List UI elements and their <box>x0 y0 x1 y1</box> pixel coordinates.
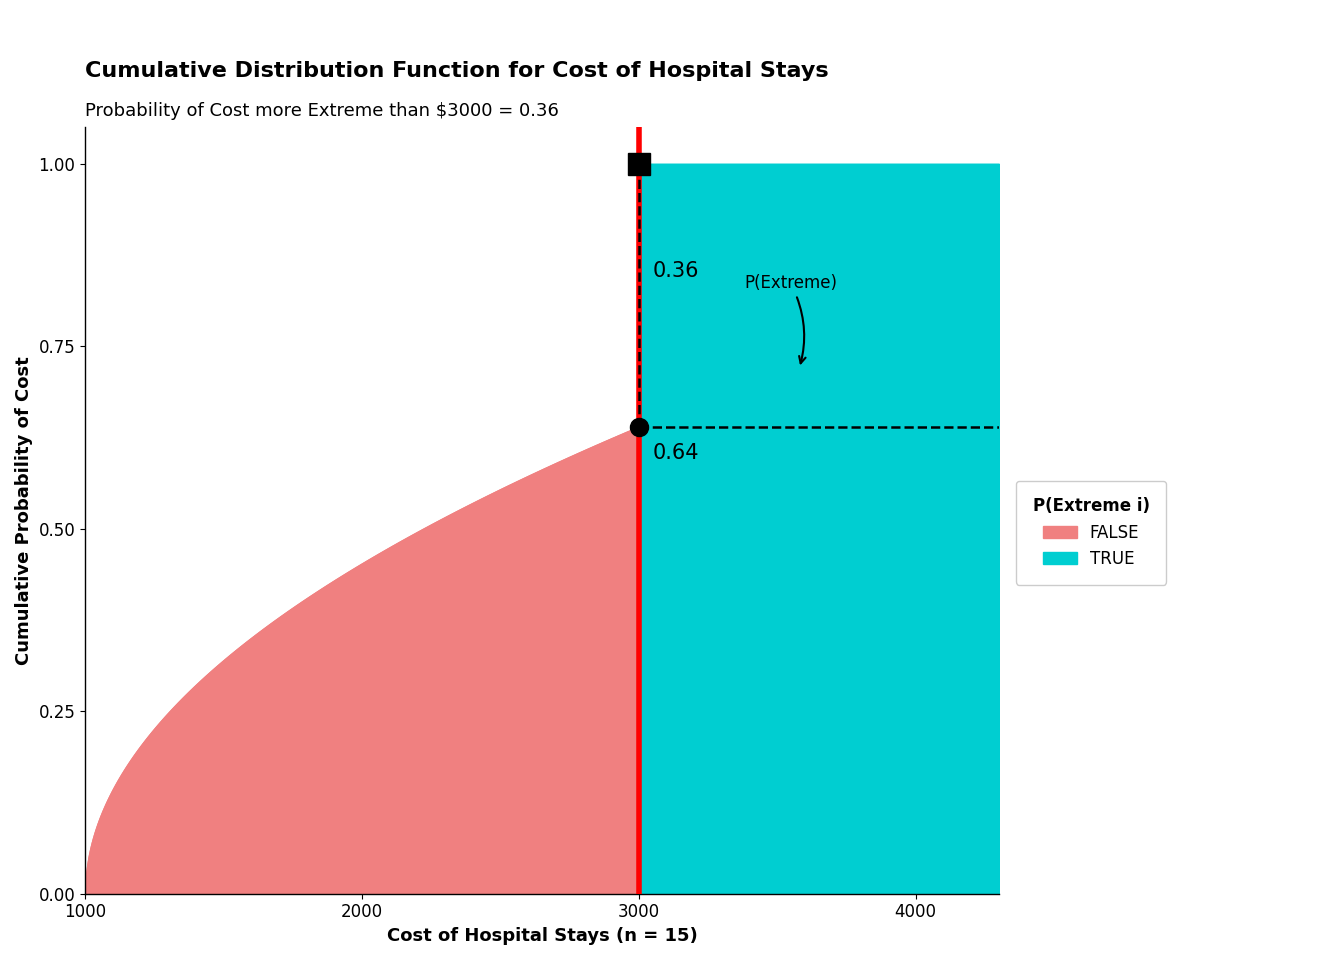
X-axis label: Cost of Hospital Stays (n = 15): Cost of Hospital Stays (n = 15) <box>387 927 698 945</box>
Text: Cumulative Distribution Function for Cost of Hospital Stays: Cumulative Distribution Function for Cos… <box>85 61 829 82</box>
Text: 0.36: 0.36 <box>653 261 699 281</box>
Y-axis label: Cumulative Probability of Cost: Cumulative Probability of Cost <box>15 356 34 665</box>
Text: Probability of Cost more Extreme than $3000 = 0.36: Probability of Cost more Extreme than $3… <box>85 102 559 120</box>
Text: 0.64: 0.64 <box>653 444 699 464</box>
Legend: FALSE, TRUE: FALSE, TRUE <box>1016 481 1167 585</box>
Text: P(Extreme): P(Extreme) <box>745 274 837 363</box>
